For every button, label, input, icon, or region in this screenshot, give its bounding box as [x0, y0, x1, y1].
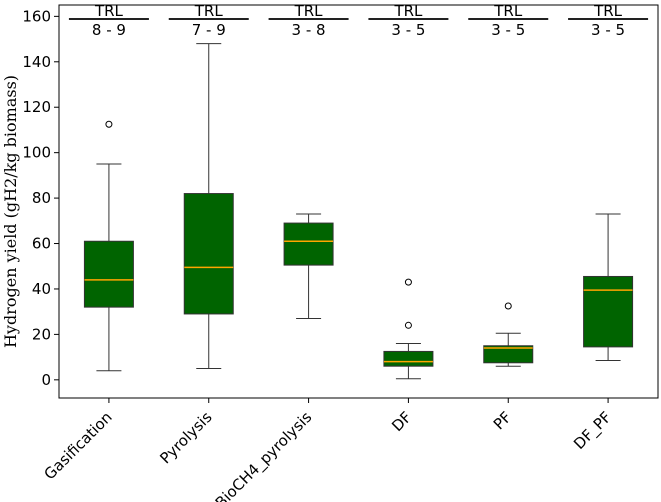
- y-tick-label: 0: [41, 371, 51, 389]
- box: [383, 350, 434, 367]
- outlier-point: [504, 302, 512, 310]
- y-tick-label: 20: [32, 325, 51, 343]
- trl-label: TRL: [393, 2, 423, 20]
- y-tick-label: 160: [22, 7, 51, 25]
- y-tick-label: 140: [22, 53, 51, 71]
- trl-range: 3 - 5: [491, 21, 525, 39]
- trl-label: TRL: [593, 2, 623, 20]
- outlier-point: [404, 321, 412, 329]
- trl-label: TRL: [194, 2, 224, 20]
- trl-range: 3 - 5: [391, 21, 425, 39]
- trl-range: 3 - 5: [591, 21, 625, 39]
- boxes-group: [83, 43, 634, 380]
- x-tick-label: DF_PF: [570, 408, 616, 454]
- y-tick-label: 100: [22, 144, 51, 162]
- x-tick-label: Pyrolysis: [156, 408, 215, 467]
- trl-range: 8 - 9: [92, 21, 126, 39]
- trl-range: 3 - 8: [292, 21, 326, 39]
- trl-label: TRL: [493, 2, 523, 20]
- box: [183, 193, 234, 315]
- trl-label: TRL: [294, 2, 324, 20]
- x-tick-label: DF: [388, 408, 415, 435]
- y-tick-label: 60: [32, 235, 51, 253]
- box: [83, 240, 134, 308]
- outlier-point: [105, 120, 113, 128]
- trl-label: TRL: [94, 2, 124, 20]
- x-tick-label: BioCH4_pyrolysis: [212, 408, 317, 502]
- y-axis-label: Hydrogen yield (gH2/kg biomass): [1, 75, 20, 348]
- box: [483, 345, 534, 364]
- x-tick-label: Gasification: [40, 408, 115, 483]
- box: [283, 222, 334, 266]
- box: [583, 275, 634, 348]
- y-tick-label: 120: [22, 98, 51, 116]
- outlier-point: [404, 278, 412, 286]
- x-tick-label: PF: [490, 408, 515, 433]
- trl-range: 7 - 9: [192, 21, 226, 39]
- y-tick-label: 80: [32, 189, 51, 207]
- y-tick-label: 40: [32, 280, 51, 298]
- plot-frame: [58, 4, 659, 399]
